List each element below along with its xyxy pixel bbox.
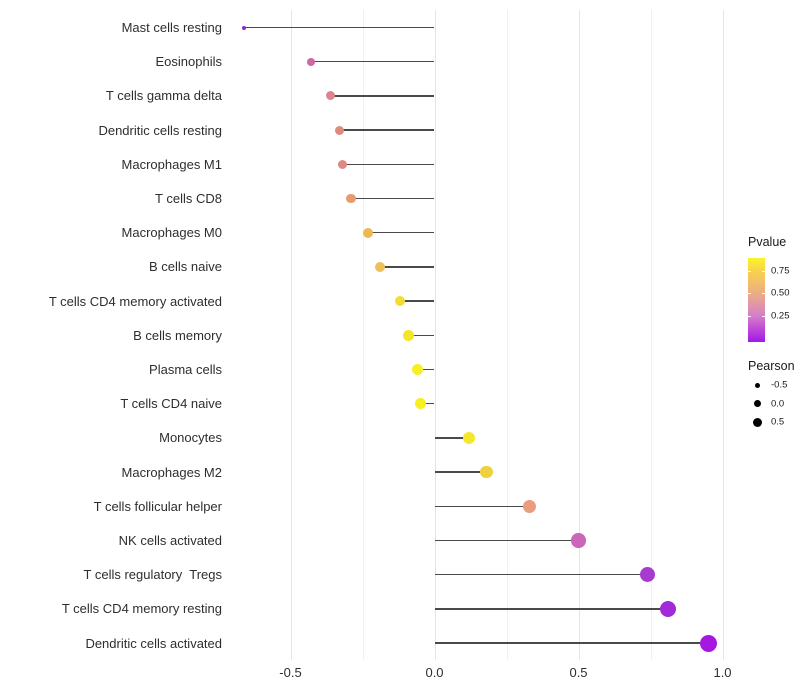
colorbar-tick-mark: [748, 315, 751, 317]
lollipop-stick: [342, 163, 435, 166]
lollipop-dot: [522, 499, 537, 514]
y-axis-label: Macrophages M2: [121, 464, 222, 480]
y-axis-label: Eosinophils: [155, 54, 223, 70]
major-gridline: [722, 10, 724, 660]
y-axis-label: T cells CD4 memory activated: [48, 293, 222, 309]
y-axis-label: Mast cells resting: [121, 20, 222, 35]
lollipop-stick: [244, 26, 435, 29]
lollipop-stick: [339, 129, 435, 131]
lollipop-stick: [434, 539, 579, 542]
lollipop-stick: [368, 231, 435, 234]
lollipop-stick: [434, 642, 709, 644]
lollipop-stick: [399, 300, 435, 302]
lollipop-dot: [639, 566, 656, 583]
y-axis-label: T cells regulatory Tregs: [83, 567, 222, 583]
y-axis-label: Monocytes: [159, 430, 222, 446]
lollipop-dot: [346, 193, 356, 204]
x-tick-label: 0.5: [569, 665, 588, 680]
lollipop-stick: [434, 608, 668, 610]
lollipop-dot: [463, 431, 476, 444]
y-axis-label: T cells gamma delta: [105, 88, 222, 104]
lollipop-dot: [326, 91, 336, 101]
colorbar-tick-label: 0.50: [771, 287, 790, 299]
lollipop-dot: [571, 533, 586, 548]
y-axis-label: Macrophages M1: [121, 156, 222, 172]
pearson-legend-title: Pearson: [748, 359, 795, 373]
lollipop-dot: [699, 634, 717, 652]
pearson-size-label: 0.5: [771, 416, 785, 428]
lollipop-stick: [350, 197, 435, 200]
colorbar-tick-mark: [762, 293, 765, 295]
lollipop-stick: [420, 402, 435, 405]
major-gridline: [290, 10, 292, 660]
lollipop-dot: [363, 227, 374, 238]
y-axis-label: T cells CD4 memory resting: [61, 601, 222, 617]
lollipop-dot: [411, 364, 423, 375]
minor-gridline: [506, 10, 508, 660]
pearson-size-dot: [754, 400, 761, 407]
lollipop-stick: [310, 60, 435, 63]
colorbar-tick-label: 0.75: [771, 264, 790, 276]
y-axis-label: T cells follicular helper: [93, 498, 222, 514]
lollipop-stick: [330, 95, 435, 97]
y-axis-label: T cells CD8: [155, 191, 222, 206]
lollipop-dot: [306, 57, 315, 66]
lollipop-dot: [374, 261, 385, 272]
lollipop-dot: [403, 329, 415, 341]
y-axis-label: NK cells activated: [118, 533, 222, 548]
y-axis-label: B cells memory: [133, 327, 222, 343]
y-axis-label: Dendritic cells resting: [98, 122, 222, 138]
y-axis-label: Dendritic cells activated: [85, 635, 222, 651]
pearson-size-dot: [753, 417, 762, 427]
lollipop-dot: [414, 398, 426, 410]
lollipop-stick: [408, 334, 435, 337]
major-gridline: [578, 10, 580, 660]
lollipop-stick: [434, 437, 470, 439]
x-tick-label: 0.0: [425, 665, 444, 680]
lollipop-dot: [337, 159, 347, 169]
colorbar-tick-label: 0.25: [771, 310, 790, 322]
lollipop-stick: [417, 368, 435, 371]
y-axis-label: B cells naive: [149, 259, 222, 275]
y-axis-label: Macrophages M0: [121, 225, 222, 241]
colorbar-tick-mark: [762, 270, 765, 272]
lollipop-stick: [434, 505, 530, 508]
lollipop-dot: [334, 125, 344, 135]
lollipop-stick: [434, 471, 487, 473]
pearson-size-label: -0.5: [771, 379, 788, 391]
lollipop-stick: [434, 573, 648, 576]
minor-gridline: [650, 10, 652, 660]
pearson-size-dot: [755, 382, 760, 388]
lollipop-stick: [379, 266, 435, 268]
y-axis-label: T cells CD4 naive: [120, 396, 222, 412]
lollipop-dot: [480, 465, 493, 479]
pvalue-colorbar: [748, 258, 765, 342]
y-axis-label: Plasma cells: [149, 362, 222, 377]
colorbar-tick-mark: [748, 293, 751, 295]
pvalue-legend-title: Pvalue: [748, 235, 787, 249]
pearson-size-label: 0.0: [771, 397, 785, 409]
x-tick-label: 1.0: [713, 665, 732, 680]
x-tick-label: -0.5: [279, 665, 302, 680]
lollipop-dot: [659, 600, 676, 617]
major-gridline: [434, 10, 436, 660]
lollipop-dot: [394, 295, 406, 307]
colorbar-tick-mark: [762, 315, 765, 317]
colorbar-tick-mark: [748, 270, 751, 272]
lollipop-dot: [242, 25, 247, 30]
minor-gridline: [362, 10, 364, 660]
